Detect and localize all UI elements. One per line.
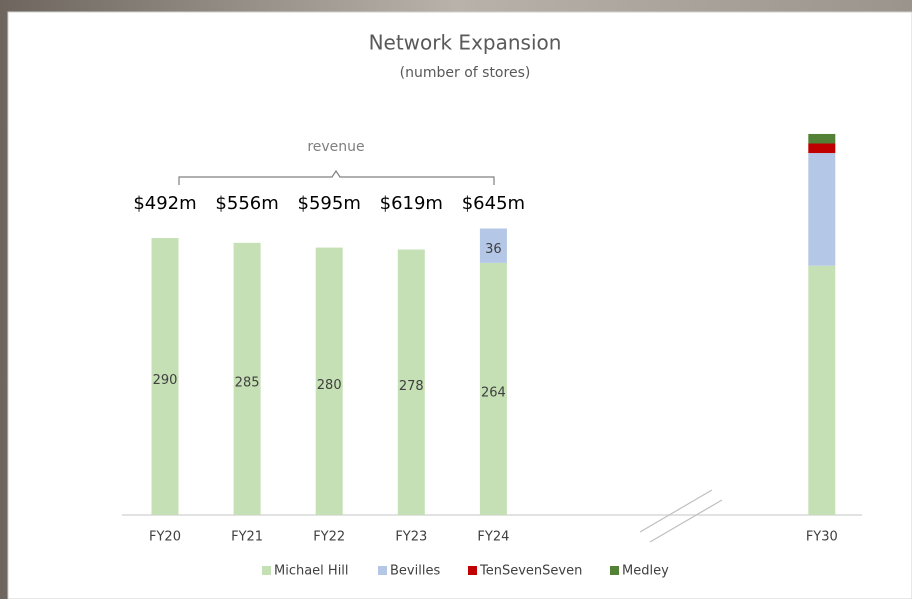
data-label: 278 — [399, 379, 424, 394]
revenue-label: $619m — [380, 193, 443, 214]
data-label: 264 — [481, 385, 506, 400]
legend-label: Medley — [622, 564, 669, 579]
bar-segment — [479, 262, 507, 515]
legend-swatch — [262, 566, 271, 575]
bar-segment — [808, 133, 836, 144]
data-label: 280 — [317, 378, 342, 393]
bracket-label: revenue — [307, 139, 364, 155]
data-label: 36 — [485, 242, 502, 257]
axis-break — [639, 489, 713, 533]
axis-break — [649, 499, 723, 543]
revenue-label: $645m — [462, 193, 525, 214]
bar-segment — [151, 238, 179, 516]
legend-label: Bevilles — [390, 564, 440, 579]
data-label: 285 — [235, 375, 260, 390]
legend-swatch — [378, 566, 387, 575]
x-tick-label: FY20 — [149, 530, 181, 545]
x-tick-label: FY23 — [395, 530, 427, 545]
x-tick-label: FY21 — [231, 530, 263, 545]
data-label: 290 — [153, 373, 178, 388]
revenue-label: $556m — [215, 193, 278, 214]
chart-subtitle: (number of stores) — [400, 65, 531, 81]
bar-segment — [808, 153, 836, 266]
x-tick-label: FY24 — [477, 530, 509, 545]
panel — [7, 11, 912, 599]
x-tick-label: FY22 — [313, 530, 345, 545]
legend-label: Michael Hill — [274, 564, 349, 579]
bar-segment — [808, 143, 836, 154]
legend-label: TenSevenSeven — [479, 564, 582, 579]
bar-segment — [397, 249, 425, 515]
bracket — [178, 169, 495, 185]
bar-segment — [808, 265, 836, 515]
bar-segment — [479, 228, 507, 263]
chart-title: Network Expansion — [369, 31, 562, 55]
legend-swatch — [468, 566, 477, 575]
bar-segment — [315, 247, 343, 515]
bar-segment — [233, 242, 261, 515]
legend-swatch — [610, 566, 619, 575]
revenue-label: $492m — [133, 193, 196, 214]
x-tick-label: FY30 — [806, 530, 838, 545]
revenue-label: $595m — [298, 193, 361, 214]
